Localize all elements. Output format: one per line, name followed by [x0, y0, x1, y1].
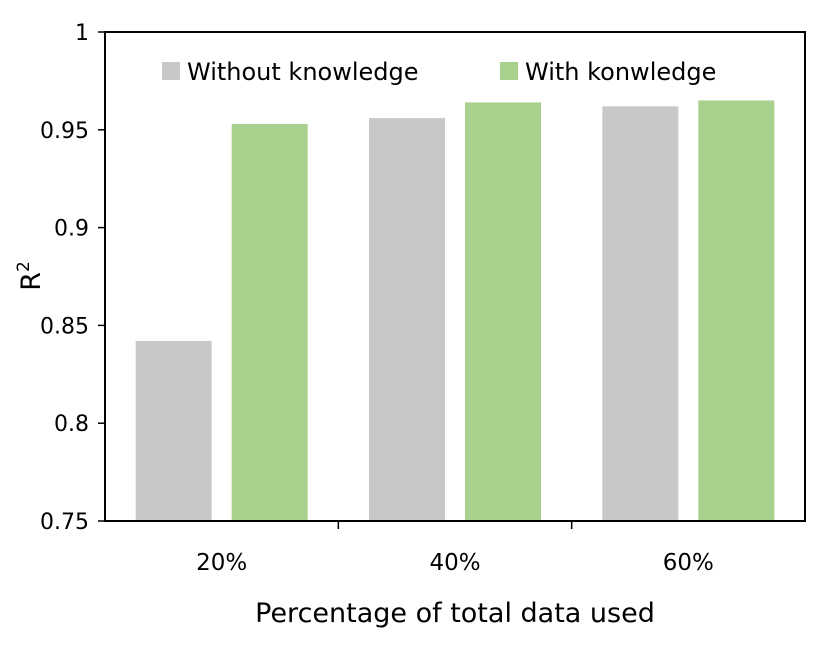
legend-swatch: [500, 62, 518, 80]
y-tick-label: 0.9: [54, 217, 89, 242]
bar-with-60%: [698, 100, 775, 522]
y-axis-label: R2: [14, 261, 47, 291]
legend-label: Without knowledge: [187, 58, 419, 86]
x-tick-label: 40%: [429, 550, 480, 576]
legend: Without knowledge With konwledge: [162, 58, 716, 86]
x-tick-label: 60%: [663, 550, 714, 576]
x-axis-label: Percentage of total data used: [255, 598, 655, 629]
svg-text:R2: R2: [14, 261, 47, 291]
legend-swatch: [162, 62, 180, 80]
bar-without-60%: [602, 106, 679, 521]
x-tick-label: 20%: [196, 550, 247, 576]
bar-with-40%: [465, 102, 541, 521]
y-tick-label: 0.8: [54, 412, 89, 437]
y-tick-label: 0.85: [40, 314, 89, 339]
y-tick-label: 0.95: [40, 119, 89, 144]
bar-with-20%: [231, 123, 308, 521]
plot-frame: [104, 31, 806, 522]
bar-without-40%: [369, 118, 445, 522]
legend-label: With konwledge: [525, 58, 716, 86]
bar-without-20%: [135, 341, 212, 521]
y-tick-label: 1: [75, 21, 89, 46]
y-tick-label: 0.75: [40, 510, 89, 535]
